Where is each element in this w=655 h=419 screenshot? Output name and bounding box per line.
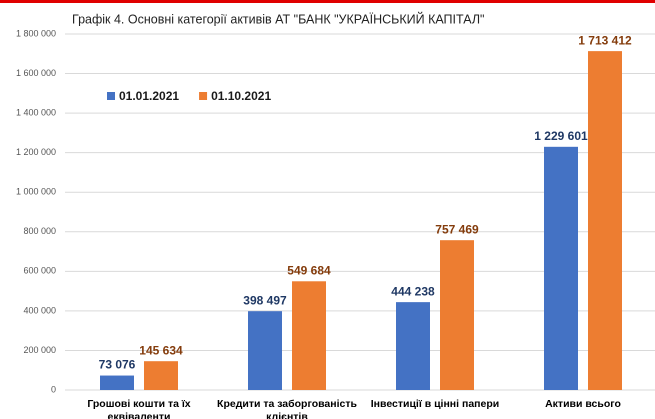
- x-tick-label: Активи всього: [545, 398, 621, 410]
- bar: [100, 375, 134, 390]
- legend-label: 01.01.2021: [119, 89, 179, 103]
- bar: [248, 311, 282, 390]
- y-tick-label: 1 000 000: [16, 187, 56, 197]
- y-tick-label: 1 600 000: [16, 68, 56, 78]
- value-label: 444 238: [391, 284, 435, 298]
- bar: [588, 51, 622, 390]
- y-tick-label: 200 000: [23, 345, 56, 355]
- bar: [544, 146, 578, 390]
- y-tick-label: 400 000: [23, 305, 56, 315]
- legend-swatch: [199, 92, 208, 100]
- x-tick-label-box: Інвестиції в цінні папери: [370, 398, 500, 410]
- y-tick-label: 1 800 000: [16, 28, 56, 38]
- value-label: 73 076: [99, 358, 136, 372]
- bar: [396, 302, 430, 390]
- value-label: 145 634: [139, 343, 183, 357]
- y-tick-label: 600 000: [23, 266, 56, 276]
- value-label: 549 684: [287, 263, 331, 277]
- x-tick-label: Кредити та заборгованість клієнтів: [217, 398, 357, 419]
- y-tick-label: 1 200 000: [16, 147, 56, 157]
- x-tick-label: Грошові кошти та їх еквіваленти: [87, 398, 191, 419]
- x-tick-label-box: Грошові кошти та їх еквіваленти: [87, 398, 191, 419]
- bar: [292, 281, 326, 390]
- y-tick-label: 0: [51, 384, 56, 394]
- x-tick-label: Інвестиції в цінні папери: [370, 398, 500, 410]
- x-tick-label-box: Активи всього: [545, 398, 621, 410]
- y-tick-label: 1 400 000: [16, 107, 56, 117]
- value-label: 1 229 601: [534, 129, 588, 143]
- chart-title: Графік 4. Основні категорії активів АТ "…: [72, 11, 484, 26]
- legend-label: 01.10.2021: [211, 89, 271, 103]
- top-border: [0, 0, 655, 3]
- bar: [144, 361, 178, 390]
- bar: [440, 240, 474, 390]
- value-label: 398 497: [243, 293, 287, 307]
- value-label: 1 713 412: [578, 33, 632, 47]
- value-label: 757 469: [435, 222, 479, 236]
- legend-swatch: [107, 92, 115, 100]
- x-tick-label-box: Кредити та заборгованість клієнтів: [217, 398, 357, 419]
- y-tick-label: 800 000: [23, 226, 56, 236]
